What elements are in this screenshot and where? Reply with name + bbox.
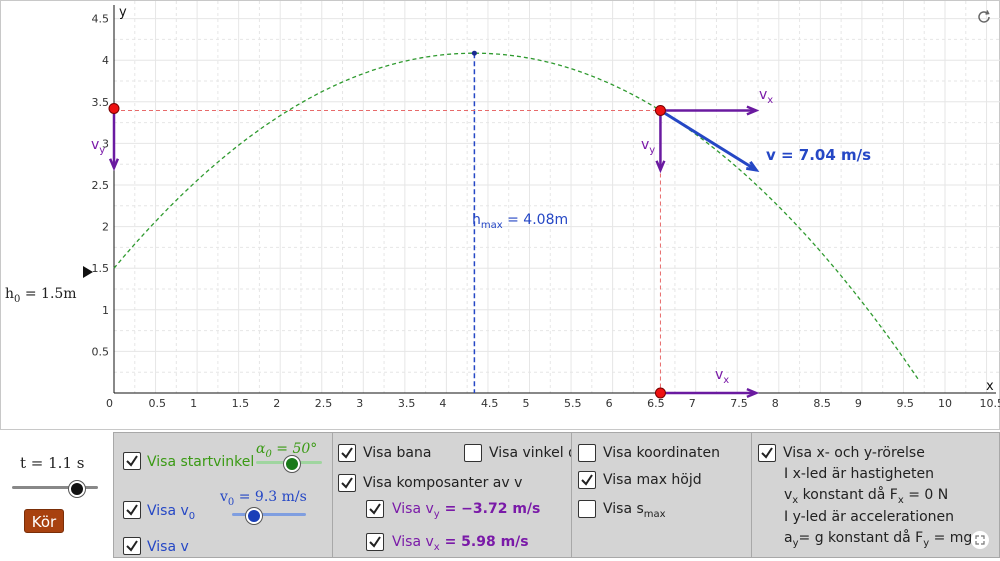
show-v-label: Visa v — [147, 539, 189, 555]
motion-text-line1: I x-led är hastigheten — [784, 466, 935, 482]
x-tick-label: 7.5 — [730, 397, 748, 410]
y-tick-label: 0.5 — [92, 345, 110, 358]
y-tick-label: 4.5 — [92, 13, 110, 26]
show-launch-angle-checkbox[interactable] — [123, 452, 141, 470]
v0-slider-label: v0 = 9.3 m/s — [220, 489, 307, 508]
x-tick-label: 0.5 — [149, 397, 167, 410]
vy-start-arrow-head — [108, 158, 120, 172]
x-tick-label: 5 — [523, 397, 530, 410]
show-v0-checkbox[interactable] — [123, 501, 141, 519]
angle-slider-label: α0 = 50° — [256, 441, 318, 460]
angle-slider-knob[interactable] — [284, 456, 301, 472]
projectile-point — [654, 104, 666, 116]
y-axis-label: y — [119, 5, 127, 20]
panel-launch: Visa startvinkel α0 = 50° Visa v0 v0 = 9… — [113, 432, 333, 558]
vx-bottom-arrow-head — [746, 387, 760, 399]
motion-text-line3: I y-led är accelerationen — [784, 509, 955, 525]
x-tick-label: 1 — [190, 397, 197, 410]
velocity-arrow — [659, 109, 757, 172]
y-tick-label: 4 — [102, 54, 109, 67]
time-label: t = 1.1 s — [20, 454, 85, 472]
panel-coords: Visa koordinaten Visa max höjd Visa smax — [571, 432, 752, 558]
x-tick-label: 9.5 — [896, 397, 914, 410]
show-smax-label: Visa smax — [603, 501, 666, 520]
vx-arrow-head — [746, 105, 760, 116]
y-tick-label: 2 — [102, 221, 109, 234]
y-tick-label: 1.5 — [92, 262, 110, 275]
graphics-view[interactable]: 0 0.5 1 1.5 2 2.5 3 3.5 4 4.5 5 5.5 6 6.5 7 7.5 8 8.5 9 9.5… — [0, 0, 1000, 430]
run-button[interactable]: Kör — [24, 509, 64, 533]
show-v-checkbox[interactable] — [123, 537, 141, 555]
motion-text-line4: ay= g konstant då Fy = mg — [784, 530, 973, 549]
x-tick-label: 4.5 — [481, 397, 499, 410]
control-area: t = 1.1 s Kör Visa startvinkel α0 = 50° … — [0, 430, 1000, 561]
x-tick-label: 3.5 — [398, 397, 416, 410]
trajectory-path — [113, 52, 920, 381]
x-tick-label: 2.5 — [315, 397, 333, 410]
refresh-icon[interactable] — [975, 8, 993, 26]
x-tick-label: 8.5 — [813, 397, 831, 410]
panel-motion: Visa x- och y-rörelse I x-led är hastigh… — [751, 432, 1000, 558]
fullscreen-icon[interactable] — [971, 531, 989, 549]
show-xy-motion-checkbox[interactable] — [758, 444, 776, 462]
panel-path: Visa bana Visa vinkel α Visa komposanter… — [332, 432, 577, 558]
vx-label-particle: vx — [759, 87, 774, 106]
y-tick-label: 3 — [102, 137, 109, 150]
v0-slider[interactable] — [232, 508, 306, 524]
angle-slider[interactable] — [256, 456, 322, 472]
show-coords-checkbox[interactable] — [578, 444, 596, 462]
x-tick-label: 10 — [938, 397, 952, 410]
show-v0-label: Visa v0 — [147, 503, 196, 522]
vy-label-particle: vy — [641, 137, 656, 156]
time-slider[interactable] — [12, 481, 98, 497]
velocity-label: v = 7.04 m/s — [766, 146, 872, 164]
x-tick-label: 4 — [439, 397, 446, 410]
show-launch-angle-label: Visa startvinkel — [147, 454, 255, 470]
x-tick-label: 3 — [356, 397, 363, 410]
show-path-label: Visa bana — [363, 445, 432, 461]
show-vy-label: Visa vy = −3.72 m/s — [392, 501, 541, 520]
x-tick-label: 7 — [689, 397, 696, 410]
motion-text-line2: vx konstant då Fx = 0 N — [784, 487, 949, 506]
vx-label-bottom: vx — [715, 367, 730, 386]
show-smax-checkbox[interactable] — [578, 500, 596, 518]
show-max-height-label: Visa max höjd — [603, 472, 702, 488]
show-vx-checkbox[interactable] — [366, 533, 384, 551]
velocity-arrow-head — [746, 160, 760, 173]
v0-slider-knob[interactable] — [246, 508, 263, 524]
show-vx-label: Visa vx = 5.98 m/s — [392, 534, 529, 553]
max-point — [471, 50, 477, 56]
hmax-label: hmax = 4.08m — [472, 212, 569, 231]
show-xy-motion-label: Visa x- och y-rörelse — [783, 445, 925, 461]
y-tick-label: 2.5 — [92, 179, 110, 192]
time-slider-knob[interactable] — [68, 481, 85, 497]
x-tick-label: 1.5 — [232, 397, 250, 410]
play-triangle-icon[interactable] — [83, 263, 95, 282]
show-path-checkbox[interactable] — [338, 444, 356, 462]
y-tick-label: 1 — [102, 304, 109, 317]
x-tick-label: 6.5 — [647, 397, 665, 410]
y-tick-label: 3.5 — [92, 96, 110, 109]
show-angle-label: Visa vinkel α — [489, 445, 578, 461]
x-tick-label: 5.5 — [564, 397, 582, 410]
plot-canvas[interactable]: 0 0.5 1 1.5 2 2.5 3 3.5 4 4.5 5 5.5 6 6.5 7 7.5 8 8.5 9 9.5… — [1, 1, 1000, 431]
vy-label-start: vy — [91, 137, 106, 156]
show-components-checkbox[interactable] — [338, 474, 356, 492]
show-vy-checkbox[interactable] — [366, 500, 384, 518]
x-tick-label: 2 — [273, 397, 280, 410]
x-axis-label: x — [986, 379, 994, 394]
x-tick-label: 9 — [855, 397, 862, 410]
show-coords-label: Visa koordinaten — [603, 445, 720, 461]
x-tick-label: 10.5 — [980, 397, 1000, 410]
h0-label: h0 = 1.5m — [5, 286, 77, 305]
vy-arrow-head — [655, 160, 666, 174]
start-height-point — [108, 102, 120, 114]
x-tick-label: 6 — [606, 397, 613, 410]
show-components-label: Visa komposanter av v — [363, 475, 523, 491]
x-tick-label: 8 — [772, 397, 779, 410]
x-tick-label: 0 — [106, 397, 113, 410]
ground-point — [654, 387, 666, 399]
show-max-height-checkbox[interactable] — [578, 471, 596, 489]
show-angle-checkbox[interactable] — [464, 444, 482, 462]
